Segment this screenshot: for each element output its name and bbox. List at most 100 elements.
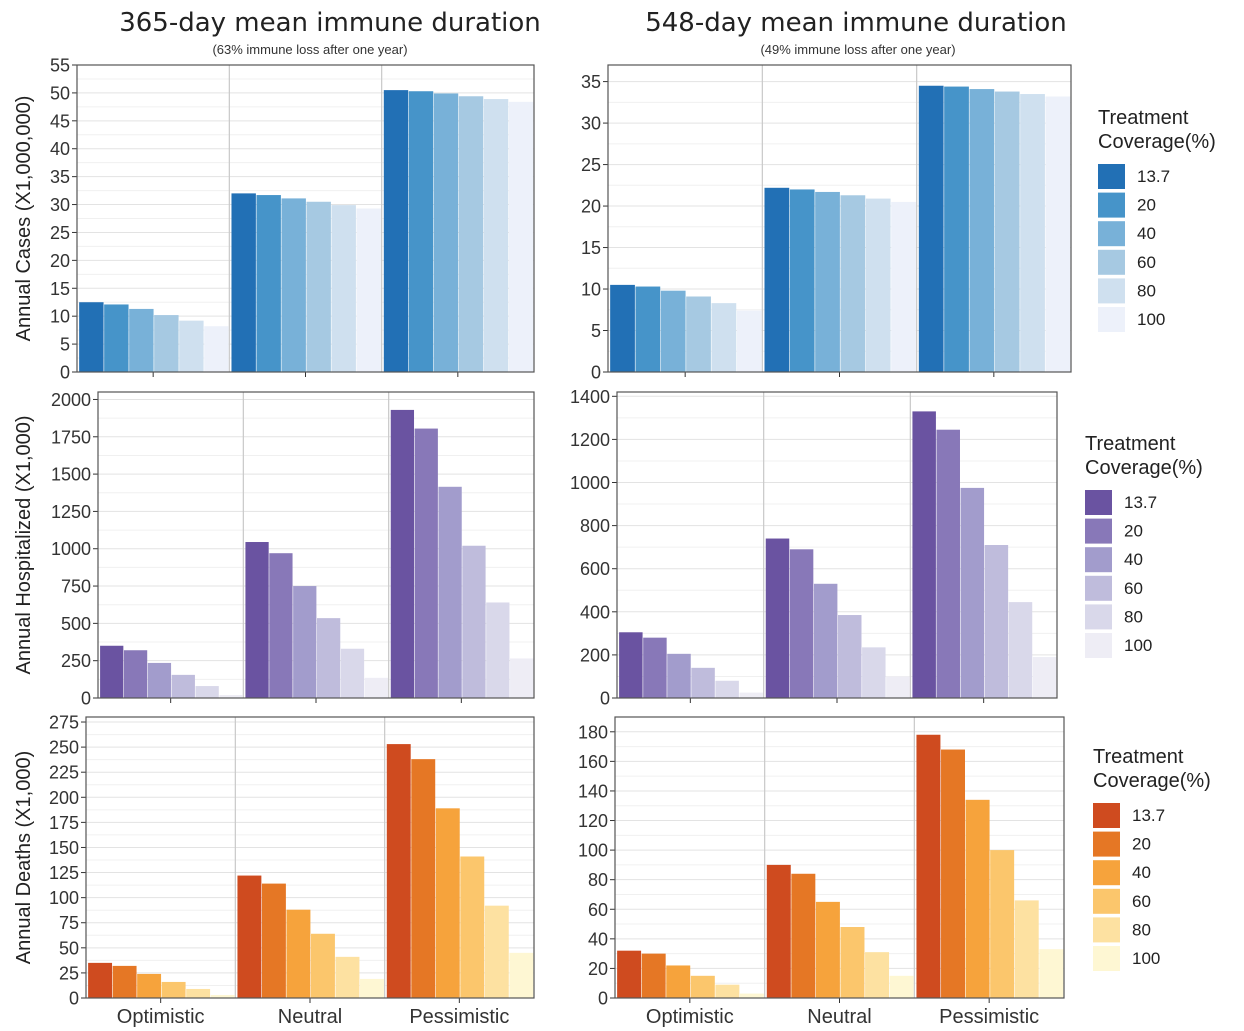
legend-entry-label: 100	[1137, 310, 1165, 329]
bar-neutral-cov-100	[886, 676, 910, 698]
bar-neutral-cov-20	[791, 873, 816, 998]
y-tick-label: 0	[600, 689, 610, 709]
y-tick-label: 1000	[570, 473, 610, 493]
y-tick-label: 250	[49, 738, 79, 758]
legend-swatch	[1085, 490, 1112, 515]
y-tick-label: 250	[61, 651, 91, 671]
panel-border	[85, 716, 535, 999]
panel-border	[616, 391, 1058, 699]
legend-entry-label: 20	[1137, 196, 1156, 215]
bar-pessimistic-cov-80	[483, 99, 509, 373]
legend-entry-label: 60	[1132, 892, 1151, 911]
bar-optimistic-cov-80	[715, 680, 739, 698]
chart-panel-r1-c1: 0 5 10 15 20 25 30 35 40 45 50 55 Annual Cases (X1,0…	[13, 56, 535, 383]
y-tick-label: 40	[50, 139, 70, 159]
bar-pessimistic-cov-80	[1014, 900, 1039, 998]
bar-optimistic-cov-40	[666, 965, 691, 998]
bar-optimistic-cov-13_7	[88, 962, 113, 998]
y-tick-label: 30	[50, 195, 70, 215]
legend-swatch	[1085, 518, 1112, 544]
bar-optimistic-cov-100	[219, 695, 243, 698]
y-tick-label: 10	[581, 280, 601, 300]
bar-pessimistic-cov-20	[944, 86, 969, 373]
legend-entry-label: 100	[1132, 949, 1160, 968]
column-subtitle-1-text: (63% immune loss after one year)	[212, 42, 407, 57]
legend-swatch	[1085, 575, 1112, 601]
legend-title-line2: Coverage(%)	[1098, 131, 1216, 153]
legend-swatch	[1098, 192, 1125, 218]
bar-neutral-cov-40	[813, 583, 838, 698]
panel-border	[76, 64, 535, 373]
bar-neutral-cov-20	[789, 189, 815, 372]
bar-optimistic-cov-20	[104, 304, 129, 372]
bar-pessimistic-cov-20	[941, 749, 965, 998]
y-tick-label: 55	[50, 56, 70, 76]
y-tick-label: 50	[59, 938, 79, 958]
y-tick-label: 600	[580, 559, 610, 579]
legend-entry-label: 13.7	[1124, 493, 1157, 512]
y-tick-label: 180	[578, 722, 608, 742]
y-tick-label: 40	[588, 929, 608, 949]
bar-pessimistic-cov-80	[1008, 602, 1033, 698]
legend-entry-label: 40	[1137, 224, 1156, 243]
y-tick-label: 35	[50, 167, 70, 187]
column-subtitle-2-text: (49% immune loss after one year)	[760, 42, 955, 57]
y-tick-label: 100	[578, 841, 608, 861]
bar-pessimistic-cov-60	[994, 91, 1020, 372]
bar-pessimistic-cov-100	[510, 658, 534, 698]
y-tick-label: 200	[580, 645, 610, 665]
bar-optimistic-cov-13_7	[79, 302, 104, 372]
x-tick-label: Pessimistic	[409, 1006, 509, 1028]
bar-neutral-cov-40	[815, 901, 840, 998]
bar-neutral-cov-60	[840, 195, 866, 372]
bar-pessimistic-cov-100	[508, 101, 534, 372]
legend-swatch	[1093, 946, 1120, 971]
bar-neutral-cov-60	[840, 927, 865, 998]
x-tick-label: Neutral	[807, 1006, 871, 1028]
bar-pessimistic-cov-60	[462, 545, 486, 698]
legend-swatch	[1098, 164, 1125, 189]
y-tick-label: 0	[598, 989, 608, 1009]
y-tick-label: 0	[81, 689, 91, 709]
bar-optimistic-cov-40	[137, 973, 162, 998]
legend-title-line2: Coverage(%)	[1093, 770, 1211, 792]
bar-pessimistic-cov-60	[984, 545, 1009, 698]
column-title-1-text: 365-day mean immune duration	[119, 8, 541, 38]
y-tick-label: 10	[50, 307, 70, 327]
bar-pessimistic-cov-60	[990, 850, 1015, 998]
y-tick-label: 5	[591, 321, 601, 341]
bar-optimistic-cov-60	[691, 667, 715, 698]
legend-swatch	[1098, 278, 1125, 304]
bar-optimistic-cov-20	[643, 637, 667, 698]
y-tick-label: 400	[580, 602, 610, 622]
y-tick-label: 5	[60, 335, 70, 355]
legend-entry-label: 60	[1124, 579, 1143, 598]
legend-entry-label: 60	[1137, 253, 1156, 272]
bar-optimistic-cov-60	[171, 674, 195, 698]
y-tick-label: 225	[49, 763, 79, 783]
bar-optimistic-cov-40	[667, 653, 691, 698]
chart-panel-r3-c1: Optimistic Neutral Pessimistic 0 25 50 75 100 12…	[13, 713, 535, 1028]
legend-swatch	[1085, 604, 1112, 630]
bar-neutral-cov-13_7	[765, 538, 790, 698]
legend-swatch	[1098, 307, 1125, 332]
bar-neutral-cov-100	[356, 208, 381, 372]
bar-neutral-cov-100	[364, 677, 388, 698]
y-tick-label: 50	[50, 83, 70, 103]
bar-pessimistic-cov-20	[414, 428, 438, 698]
bar-pessimistic-cov-80	[484, 905, 509, 998]
bar-neutral-cov-100	[891, 201, 916, 372]
legends: TreatmentCoverage(%)13.720406080100Treat…	[1085, 107, 1216, 971]
legend-title-line1: Treatment	[1098, 107, 1189, 129]
y-axis-label: Annual Cases (X1,000,000)	[13, 96, 35, 342]
bar-neutral-cov-40	[815, 191, 840, 372]
bar-optimistic-cov-13_7	[617, 950, 642, 998]
y-tick-label: 1000	[51, 539, 91, 559]
bar-neutral-cov-13_7	[237, 875, 262, 998]
legend-entry-label: 80	[1132, 920, 1151, 939]
y-tick-label: 120	[578, 811, 608, 831]
y-tick-label: 200	[49, 788, 79, 808]
y-tick-label: 125	[49, 863, 79, 883]
bar-pessimistic-cov-80	[486, 602, 510, 698]
